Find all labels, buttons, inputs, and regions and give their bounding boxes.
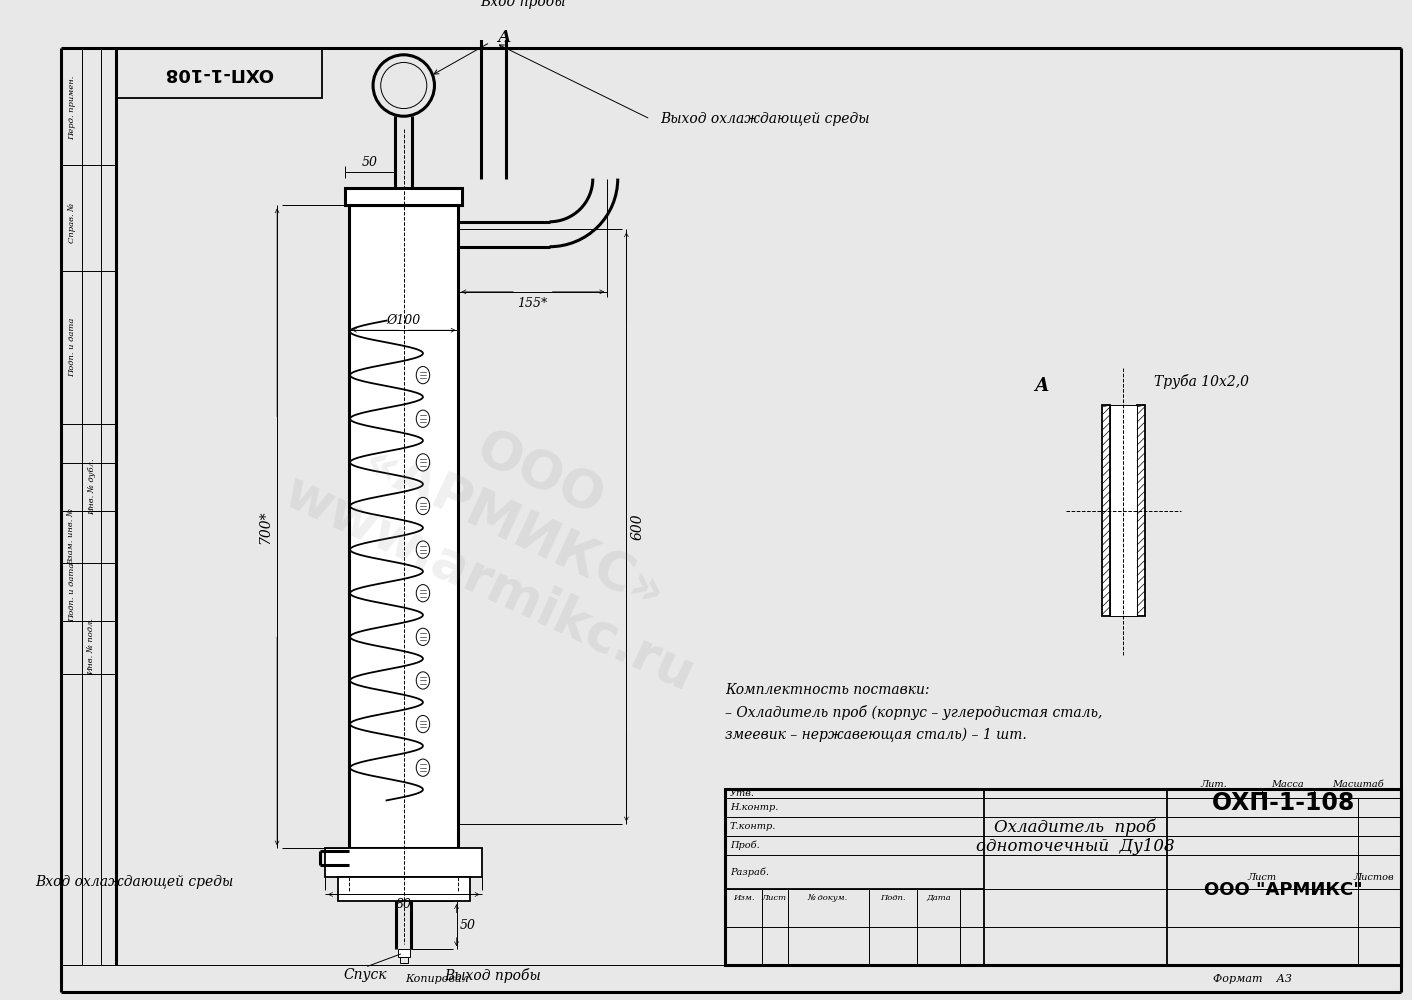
Text: ООО "АРМИКС": ООО "АРМИКС" bbox=[1204, 881, 1363, 899]
Text: Инв. № дубл.: Инв. № дубл. bbox=[88, 458, 96, 515]
Bar bbox=[477, 3, 511, 24]
Text: Лист: Лист bbox=[761, 894, 786, 902]
Text: Вход пробы: Вход пробы bbox=[480, 0, 566, 9]
Ellipse shape bbox=[417, 585, 429, 602]
Text: 50: 50 bbox=[460, 919, 476, 932]
Text: 80: 80 bbox=[395, 898, 412, 911]
Ellipse shape bbox=[417, 715, 429, 733]
Text: Изм.: Изм. bbox=[733, 894, 754, 902]
Text: одноточечный  Ду108: одноточечный Ду108 bbox=[976, 838, 1175, 855]
Text: Комплектность поставки:: Комплектность поставки: bbox=[726, 683, 929, 697]
Bar bbox=[116, 48, 322, 98]
Text: Н.контр.: Н.контр. bbox=[730, 803, 778, 812]
Text: ООО
«АРМИКС»
www.armikc.ru: ООО «АРМИКС» www.armikc.ru bbox=[275, 357, 753, 702]
Ellipse shape bbox=[417, 454, 429, 471]
Text: Листов: Листов bbox=[1354, 873, 1394, 882]
Bar bbox=[400, 957, 408, 963]
Text: Спуск: Спуск bbox=[343, 968, 387, 982]
Text: 700*: 700* bbox=[258, 510, 273, 544]
Text: Масса: Масса bbox=[1271, 780, 1303, 789]
Text: 155*: 155* bbox=[517, 297, 548, 310]
Text: А: А bbox=[1035, 377, 1049, 395]
Text: Справ. №: Справ. № bbox=[68, 203, 76, 243]
Text: змеевик – нержавеющая сталь) – 1 шт.: змеевик – нержавеющая сталь) – 1 шт. bbox=[726, 727, 1027, 742]
Text: Охладитель  проб: Охладитель проб bbox=[994, 819, 1156, 836]
Text: Масштаб: Масштаб bbox=[1332, 780, 1384, 789]
Text: Подп. и дата: Подп. и дата bbox=[68, 562, 76, 622]
Ellipse shape bbox=[417, 759, 429, 776]
Text: 600: 600 bbox=[631, 514, 645, 540]
Text: Т.контр.: Т.контр. bbox=[730, 822, 777, 831]
Text: А: А bbox=[498, 29, 511, 46]
Text: Выход охлаждающей среды: Выход охлаждающей среды bbox=[659, 112, 870, 126]
Text: ОХП-1-108: ОХП-1-108 bbox=[164, 64, 273, 82]
Text: Вход охлаждающей среды: Вход охлаждающей среды bbox=[35, 875, 234, 889]
Text: Подп. и дата: Подп. и дата bbox=[68, 318, 76, 377]
Bar bbox=[345, 188, 462, 205]
Text: – Охладитель проб (корпус – углеродистая сталь,: – Охладитель проб (корпус – углеродистая… bbox=[726, 705, 1103, 720]
Text: Разраб.: Разраб. bbox=[730, 868, 770, 877]
Ellipse shape bbox=[417, 541, 429, 558]
Bar bbox=[480, 0, 508, 3]
Ellipse shape bbox=[417, 628, 429, 645]
Bar bbox=[1137, 405, 1145, 616]
Bar bbox=[398, 949, 409, 957]
Ellipse shape bbox=[417, 366, 429, 384]
Text: Ø100: Ø100 bbox=[387, 314, 421, 327]
Bar bbox=[325, 848, 483, 877]
Bar bbox=[1103, 405, 1110, 616]
Text: Взам. инв. №: Взам. инв. № bbox=[68, 508, 76, 565]
Text: Выход пробы: Выход пробы bbox=[445, 968, 541, 983]
Text: ОХП-1-108: ОХП-1-108 bbox=[1211, 791, 1356, 815]
Text: Инв. № подл.: Инв. № подл. bbox=[88, 618, 96, 675]
Text: Формат    А3: Формат А3 bbox=[1213, 974, 1292, 984]
Text: Утв.: Утв. bbox=[730, 789, 755, 798]
Text: Перд. примен.: Перд. примен. bbox=[68, 75, 76, 140]
Bar bbox=[337, 877, 470, 901]
Text: № докум.: № докум. bbox=[808, 894, 849, 902]
Text: 50: 50 bbox=[361, 156, 378, 169]
Text: Дата: Дата bbox=[926, 894, 950, 902]
Ellipse shape bbox=[417, 410, 429, 427]
Text: Проб.: Проб. bbox=[730, 841, 760, 850]
Text: Труба 10х2,0: Труба 10х2,0 bbox=[1154, 374, 1250, 389]
Text: Лит.: Лит. bbox=[1200, 780, 1227, 789]
Text: Лист: Лист bbox=[1247, 873, 1276, 882]
Bar bbox=[1110, 405, 1137, 616]
Bar bbox=[726, 789, 1401, 965]
Text: Копировал: Копировал bbox=[405, 974, 469, 984]
Bar bbox=[349, 205, 459, 848]
Ellipse shape bbox=[417, 497, 429, 515]
Ellipse shape bbox=[417, 672, 429, 689]
Text: Подп.: Подп. bbox=[881, 894, 907, 902]
